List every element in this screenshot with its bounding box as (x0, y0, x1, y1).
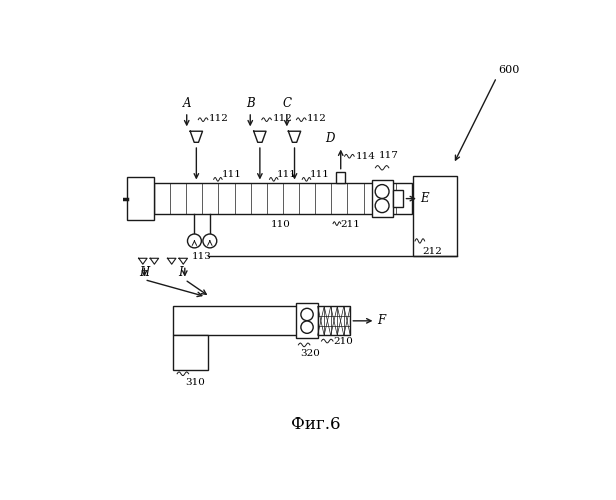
Text: 210: 210 (333, 337, 353, 346)
Text: 112: 112 (272, 114, 293, 124)
Text: 211: 211 (341, 220, 360, 229)
Text: H: H (139, 266, 150, 279)
Text: B: B (246, 97, 254, 110)
Bar (393, 190, 403, 207)
Bar (127, 178, 154, 220)
Circle shape (375, 199, 389, 212)
Bar (173, 306, 316, 336)
Circle shape (187, 234, 201, 248)
Bar (173, 336, 208, 370)
Text: 600: 600 (498, 66, 520, 76)
Text: 212: 212 (423, 246, 443, 256)
Circle shape (203, 234, 217, 248)
Text: A: A (182, 97, 191, 110)
Text: 111: 111 (310, 170, 330, 178)
Bar (154, 183, 412, 214)
Text: F: F (377, 314, 386, 328)
Text: I: I (178, 266, 182, 279)
Circle shape (301, 321, 313, 334)
Text: 113: 113 (192, 252, 212, 260)
Text: 112: 112 (307, 114, 327, 124)
Text: 114: 114 (355, 152, 375, 161)
Text: 111: 111 (221, 170, 241, 178)
Text: 112: 112 (209, 114, 229, 124)
Text: 110: 110 (271, 220, 291, 229)
Bar (336, 172, 345, 183)
Bar (318, 306, 351, 336)
Bar (371, 180, 393, 217)
Bar (413, 176, 457, 256)
Bar (296, 304, 318, 338)
Circle shape (301, 308, 313, 320)
Circle shape (375, 184, 389, 198)
Text: 310: 310 (185, 378, 205, 386)
Text: 320: 320 (301, 349, 320, 358)
Text: 111: 111 (277, 170, 297, 178)
Text: Фиг.6: Фиг.6 (291, 416, 341, 434)
Text: E: E (420, 192, 429, 205)
Text: C: C (282, 97, 291, 110)
Text: D: D (325, 132, 334, 144)
Text: 117: 117 (379, 151, 399, 160)
